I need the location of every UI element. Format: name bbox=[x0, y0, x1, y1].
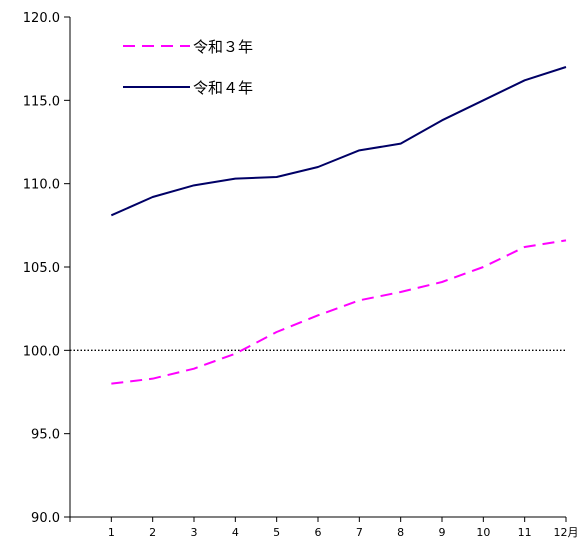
series-2-point bbox=[441, 119, 443, 121]
x-tick-label: 1 bbox=[108, 526, 115, 539]
series-1-point bbox=[565, 239, 567, 241]
series-1-point bbox=[110, 383, 112, 385]
x-tick-label: 9 bbox=[439, 526, 446, 539]
series-2-point bbox=[110, 214, 112, 216]
series-line-2 bbox=[110, 66, 567, 217]
series-line-1 bbox=[111, 239, 567, 385]
series-2-point bbox=[193, 184, 195, 186]
x-tick-label: 2 bbox=[149, 526, 156, 539]
x-tick-label: 12月 bbox=[554, 526, 579, 539]
y-tick-label: 115.0 bbox=[23, 94, 60, 109]
series-2-point bbox=[482, 99, 484, 101]
y-tick-label: 110.0 bbox=[23, 178, 60, 193]
x-tick-label: 8 bbox=[397, 526, 404, 539]
legend-label-1: 令和３年 bbox=[193, 38, 253, 56]
series-2-point bbox=[358, 149, 360, 151]
y-tick-label: 105.0 bbox=[23, 261, 60, 276]
x-tick-label: 7 bbox=[356, 526, 363, 539]
series-2-point bbox=[234, 178, 236, 180]
y-tick-label: 120.0 bbox=[23, 11, 60, 26]
series-2-point bbox=[565, 66, 567, 68]
series-1-point bbox=[152, 378, 154, 380]
series-1-point bbox=[441, 281, 443, 283]
series-1-point bbox=[482, 266, 484, 268]
series-2-point bbox=[152, 196, 154, 198]
y-tick-label: 95.0 bbox=[31, 428, 60, 443]
series-1-point bbox=[234, 353, 236, 355]
x-axis: 1 2 3 4 5 6 7 8 9 10 11 12月 bbox=[69, 516, 579, 539]
series-1-point bbox=[524, 246, 526, 248]
series-2-point bbox=[524, 79, 526, 81]
x-tick-label: 6 bbox=[315, 526, 322, 539]
y-tick-label: 90.0 bbox=[31, 511, 60, 526]
x-tick-label: 11 bbox=[518, 526, 532, 539]
series-1-point bbox=[400, 291, 402, 293]
y-tick-label: 100.0 bbox=[23, 344, 60, 359]
series-1-point bbox=[317, 314, 319, 316]
series-2-point bbox=[317, 166, 319, 168]
series-1-point bbox=[193, 368, 195, 370]
series-2-point bbox=[276, 176, 278, 178]
series-1-point bbox=[276, 331, 278, 333]
legend-label-2: 令和４年 bbox=[193, 79, 253, 97]
x-tick-label: 4 bbox=[232, 526, 239, 539]
series-1-point bbox=[358, 299, 360, 301]
x-tick-label: 10 bbox=[476, 526, 490, 539]
y-axis: 90.0 95.0 100.0 105.0 110.0 115.0 120.0 bbox=[23, 11, 71, 526]
series-group bbox=[110, 66, 567, 385]
series-2-point bbox=[400, 143, 402, 145]
x-tick-label: 5 bbox=[273, 526, 280, 539]
x-tick-label: 3 bbox=[191, 526, 198, 539]
